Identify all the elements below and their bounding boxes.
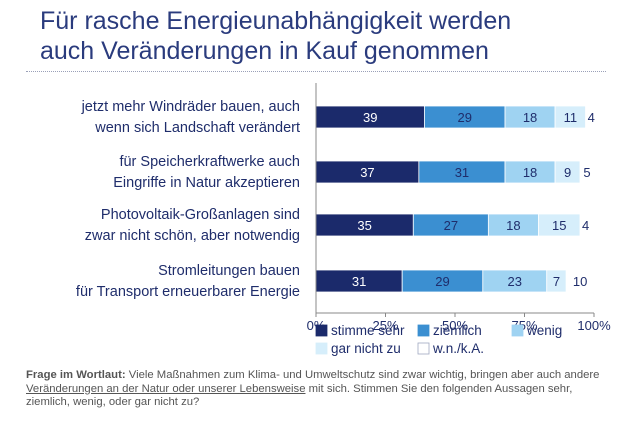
legend-label: gar nicht zu: [331, 341, 401, 356]
data-label: 35: [357, 218, 371, 233]
data-label: 31: [352, 274, 366, 289]
legend-label: wenig: [526, 323, 562, 338]
legend-swatch: [315, 324, 328, 337]
data-label: 31: [455, 165, 469, 180]
data-label: 27: [444, 218, 458, 233]
category-label: zwar nicht schön, aber notwendig: [85, 228, 300, 244]
category-label: Photovoltaik-Großanlagen sind: [101, 207, 300, 223]
data-label: 4: [588, 110, 595, 125]
bar-segment: [565, 269, 595, 293]
category-label: jetzt mehr Windräder bauen, auch: [81, 99, 300, 115]
title-line-1: Für rasche Energieunabhängigkeit werden: [40, 7, 512, 35]
data-label: 23: [508, 274, 522, 289]
category-label: für Transport erneuerbarer Energie: [76, 284, 300, 300]
data-label: 7: [553, 274, 560, 289]
x-tick-label: 100%: [577, 318, 611, 333]
category-label: wenn sich Landschaft verändert: [94, 120, 300, 136]
x-tick-label: 25%: [372, 318, 398, 333]
data-label: 29: [435, 274, 449, 289]
legend-label: stimme sehr: [331, 323, 405, 338]
legend-swatch: [315, 342, 328, 355]
data-label: 15: [552, 218, 566, 233]
bar-segment: [585, 105, 598, 129]
category-label: Eingriffe in Natur akzeptieren: [113, 175, 300, 191]
question-text-underlined: Veränderungen an der Natur oder unserer …: [26, 382, 306, 395]
question-text-a: Viele Maßnahmen zum Klima- und Umweltsch…: [125, 369, 600, 381]
bar-segment: [579, 213, 592, 237]
legend-label: w.n./k.A.: [432, 341, 484, 356]
question-wording: Frage im Wortlaut: Viele Maßnahmen zum K…: [26, 369, 616, 410]
data-label: 39: [363, 110, 377, 125]
question-text-b: mit sich. Stimmen Sie den folgenden Auss…: [26, 382, 573, 409]
category-label: Stromleitungen bauen: [158, 263, 300, 279]
title-divider: [26, 71, 606, 72]
legend-swatch: [511, 324, 524, 337]
data-label: 18: [523, 165, 537, 180]
legend-swatch: [417, 342, 430, 355]
category-label: für Speicherkraftwerke auch: [119, 154, 300, 170]
data-label: 10: [573, 274, 587, 289]
question-label: Frage im Wortlaut:: [26, 369, 126, 381]
legend-label: ziemlich: [433, 323, 482, 338]
data-label: 4: [582, 218, 589, 233]
legend-swatch: [417, 324, 430, 337]
x-tick-label: 50%: [442, 318, 468, 333]
data-label: 37: [360, 165, 374, 180]
chart-title: Für rasche Energieunabhängigkeit werden …: [40, 6, 600, 66]
bar-segment: [579, 160, 595, 184]
data-label: 9: [564, 165, 571, 180]
data-label: 5: [583, 165, 590, 180]
data-label: 11: [564, 110, 578, 125]
data-label: 18: [523, 110, 537, 125]
title-line-2: auch Veränderungen in Kauf genommen: [40, 37, 489, 65]
data-label: 18: [506, 218, 520, 233]
data-label: 29: [457, 110, 471, 125]
